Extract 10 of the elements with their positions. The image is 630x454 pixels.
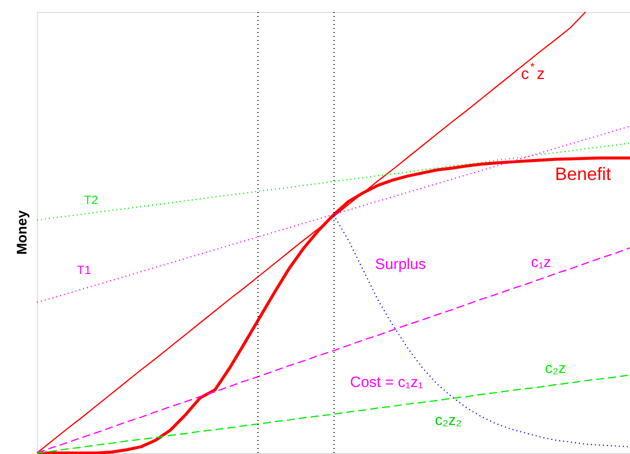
series-label: c*z	[521, 62, 545, 83]
annotation: c₂z₂	[435, 412, 462, 429]
annotation: Surplus	[375, 256, 426, 273]
series-label: Benefit	[555, 164, 612, 184]
series-label: T2	[84, 193, 98, 207]
annotation: Cost = c₁z₁	[350, 374, 424, 391]
series-label: c₂z	[545, 360, 566, 377]
series-label: T1	[77, 263, 92, 277]
y-axis-title: Money	[14, 210, 30, 255]
series-label: c₁z	[531, 254, 552, 271]
